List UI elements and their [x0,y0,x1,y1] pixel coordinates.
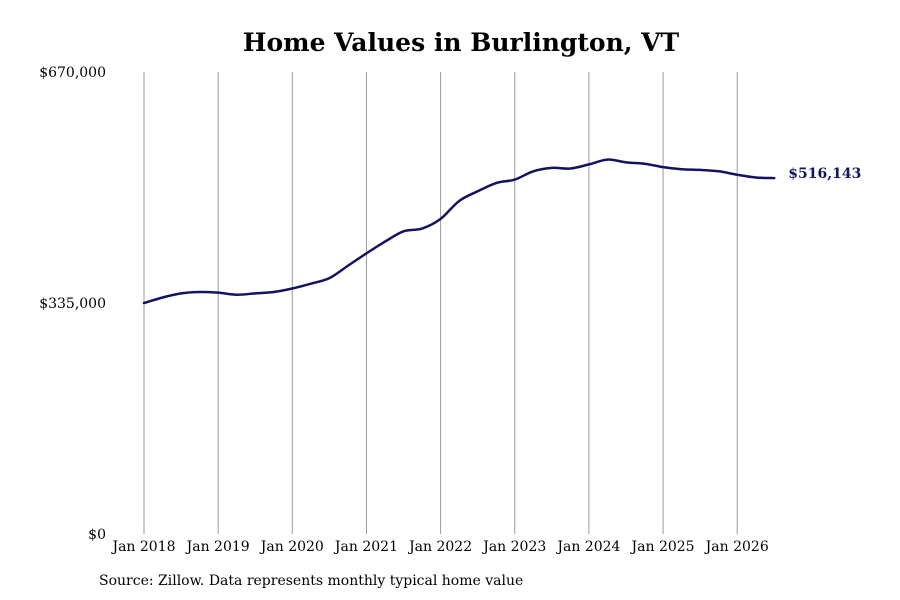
x-tick-label: Jan 2019 [185,539,250,555]
x-tick-label: Jan 2024 [555,539,620,555]
x-tick-label: Jan 2023 [481,539,546,555]
x-tick-label: Jan 2020 [259,539,324,555]
y-axis: $0 $335,000 $670,000 [39,65,106,543]
x-tick-label: Jan 2025 [630,539,695,555]
grid-layer [143,72,738,534]
y-tick-label: $335,000 [39,296,106,312]
series-layer [142,158,776,305]
series-line [142,158,776,305]
chart-title: Home Values in Burlington, VT [243,28,680,57]
x-tick-label: Jan 2022 [407,539,472,555]
x-tick-label: Jan 2018 [110,539,175,555]
source-note: Source: Zillow. Data represents monthly … [99,573,524,589]
x-tick-label: Jan 2026 [704,539,769,555]
end-value-label: $516,143 [788,166,861,182]
y-tick-label: $670,000 [39,65,106,81]
y-tick-label: $0 [88,527,106,543]
x-axis: Jan 2018 Jan 2019 Jan 2020 Jan 2021 Jan 2022… [110,539,768,555]
x-tick-label: Jan 2021 [333,539,398,555]
